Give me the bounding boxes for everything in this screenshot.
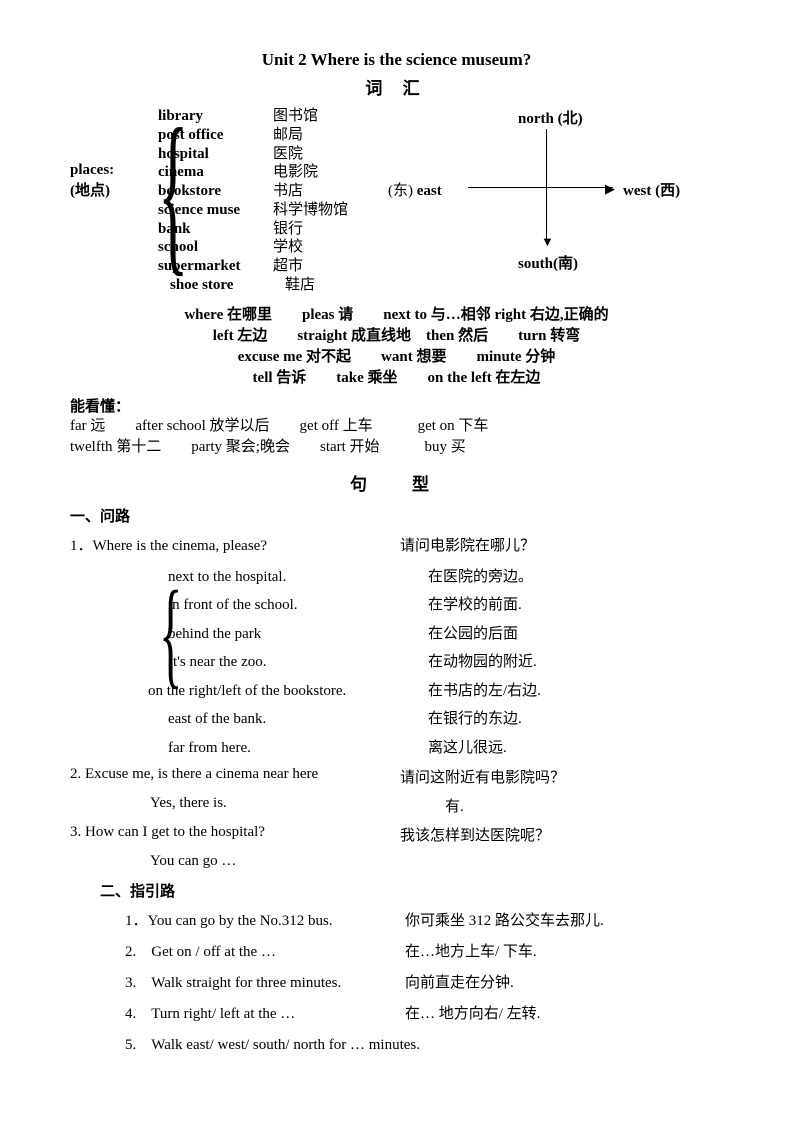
page-title: Unit 2 Where is the science museum? <box>70 50 723 70</box>
direction-1: 1．You can go by the No.312 bus.你可乘坐 312 … <box>70 909 723 930</box>
places-list: library图书馆 post office邮局 hospital医院 cine… <box>158 107 388 295</box>
question-2: 2. Excuse me, is there a cinema near her… <box>70 766 723 787</box>
understand-terms: far 远 after school 放学以后 get off 上车 get o… <box>70 416 723 458</box>
arrow-right-icon: ▶ <box>605 181 615 197</box>
direction-2: 2. Get on / off at the …在…地方上车/ 下车. <box>70 940 723 961</box>
direction-5: 5. Walk east/ west/ south/ north for … m… <box>70 1033 723 1054</box>
compass-north: north (北) <box>518 107 583 128</box>
question-3-answer: You can go … <box>70 853 723 870</box>
compass-diagram: north (北) (东) east south(南) west (西) ▶ ▼ <box>388 107 723 287</box>
vocab-section: places: (地点) { library图书馆 post office邮局 … <box>70 107 723 295</box>
compass-west: west (西) <box>623 179 680 200</box>
section-asking: 一、问路 <box>70 505 723 526</box>
arrow-down-icon: ▼ <box>541 234 554 250</box>
answer-block-1: { next to the hospital.在医院的旁边。 in front … <box>70 563 723 763</box>
section-directions: 二、指引路 <box>70 880 723 901</box>
direction-3: 3. Walk straight for three minutes.向前直走在… <box>70 971 723 992</box>
question-2-answer: Yes, there is. 有. <box>70 795 723 816</box>
question-1: 1．Where is the cinema, please? 请问电影院在哪儿？ <box>70 534 723 555</box>
compass-south: south(南) <box>518 252 578 273</box>
vocab-terms: where 在哪里 pleas 请 next to 与…相邻 right 右边,… <box>70 305 723 389</box>
places-label: places: (地点) <box>70 107 140 200</box>
sentence-section-title: 句 型 <box>70 470 723 495</box>
direction-4: 4. Turn right/ left at the …在… 地方向右/ 左转. <box>70 1002 723 1023</box>
brace-icon: { <box>148 563 168 763</box>
understand-label: 能看懂： <box>70 395 723 416</box>
compass-east: (东) east <box>388 179 442 200</box>
question-3: 3. How can I get to the hospital? 我该怎样到达… <box>70 824 723 845</box>
